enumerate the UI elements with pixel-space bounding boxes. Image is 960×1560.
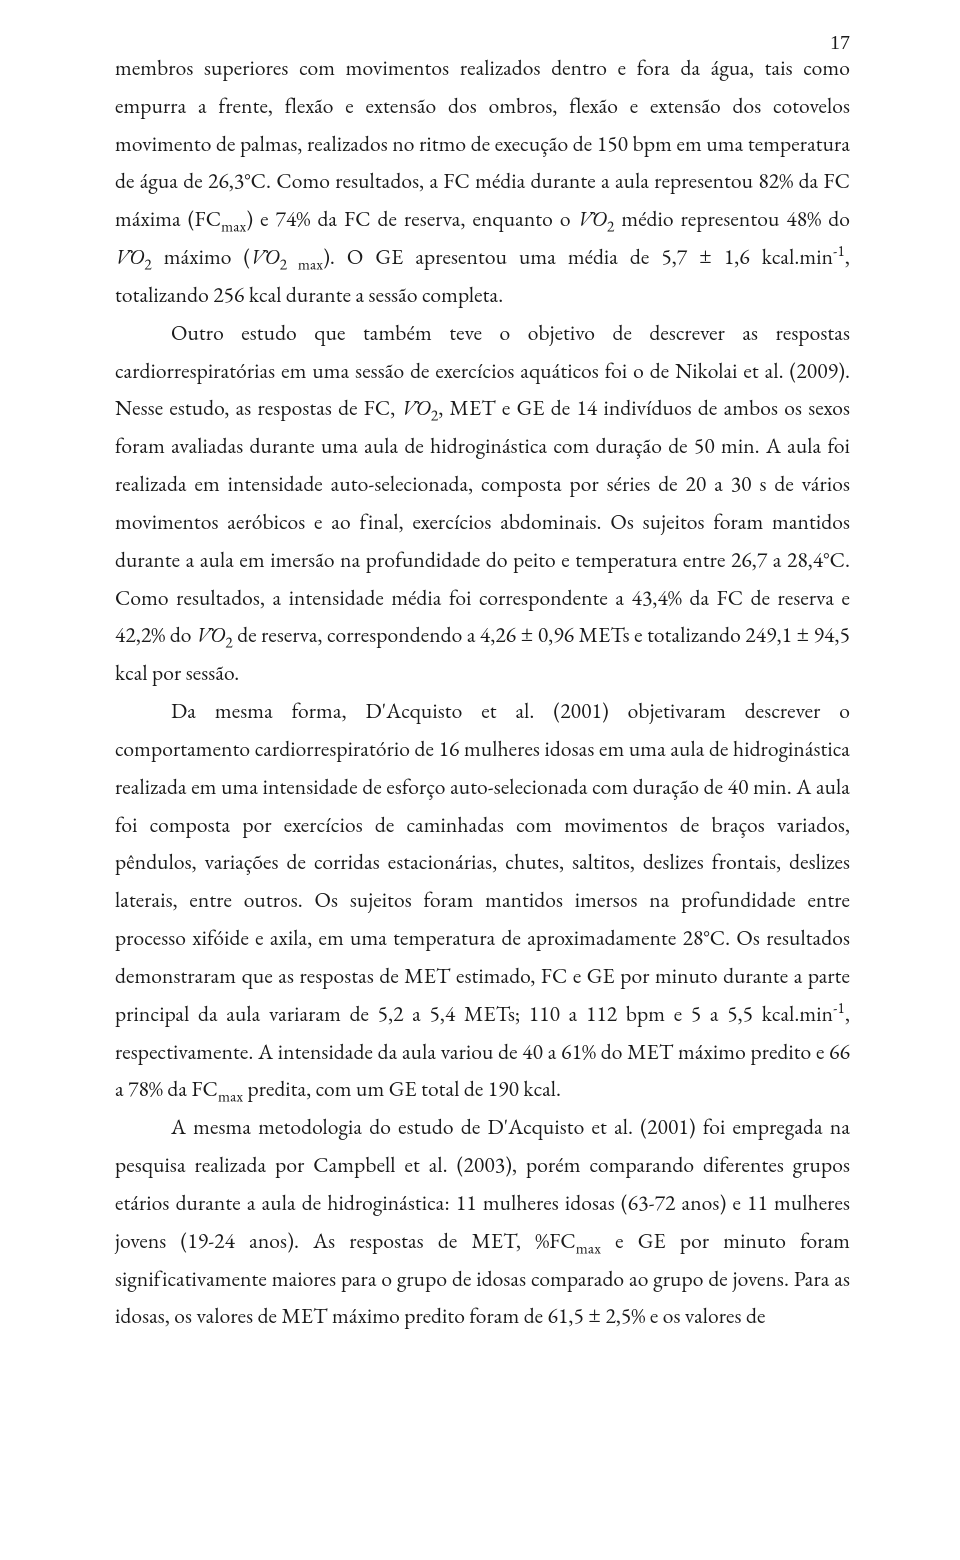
vo2-symbol: V̇O: [402, 394, 431, 422]
subscript-max: max: [221, 216, 246, 237]
subscript-2: 2: [144, 253, 152, 274]
subscript-2max: 2 max: [280, 253, 323, 274]
text-run: médio representou 48% do: [614, 205, 850, 233]
subscript-2: 2: [225, 632, 233, 653]
page-number: 17: [830, 32, 850, 55]
body-text: membros superiores com movimentos realiz…: [115, 50, 850, 1336]
paragraph-4: A mesma metodologia do estudo de D'Acqui…: [115, 1109, 850, 1336]
vo2-symbol: V̇O: [115, 243, 144, 271]
vo2-symbol: V̇O: [578, 205, 607, 233]
subscript-max: max: [218, 1086, 243, 1107]
superscript-neg1: -1: [833, 997, 845, 1018]
page: 17 membros superiores com movimentos rea…: [0, 0, 960, 1560]
vo2-symbol: V̇O: [250, 243, 279, 271]
text-run: predita, com um GE total de 190 kcal.: [243, 1075, 561, 1103]
subscript-max: max: [576, 1237, 601, 1258]
superscript-neg1: -1: [833, 240, 845, 261]
paragraph-2: Outro estudo que também teve o objetivo …: [115, 315, 850, 693]
text-run: ) e 74% da FC de reserva, enquanto o: [246, 205, 577, 233]
paragraph-1: membros superiores com movimentos realiz…: [115, 50, 850, 315]
paragraph-3: Da mesma forma, D'Acquisto et al. (2001)…: [115, 693, 850, 1109]
text-run: máximo (: [152, 243, 251, 271]
text-run: , MET e GE de 14 indivíduos de ambos os …: [115, 394, 850, 649]
text-run: ). O GE apresentou uma média de 5,7 ± 1,…: [323, 243, 833, 271]
vo2-symbol: V̇O: [196, 621, 225, 649]
text-run: Da mesma forma, D'Acquisto et al. (2001)…: [115, 697, 850, 1028]
